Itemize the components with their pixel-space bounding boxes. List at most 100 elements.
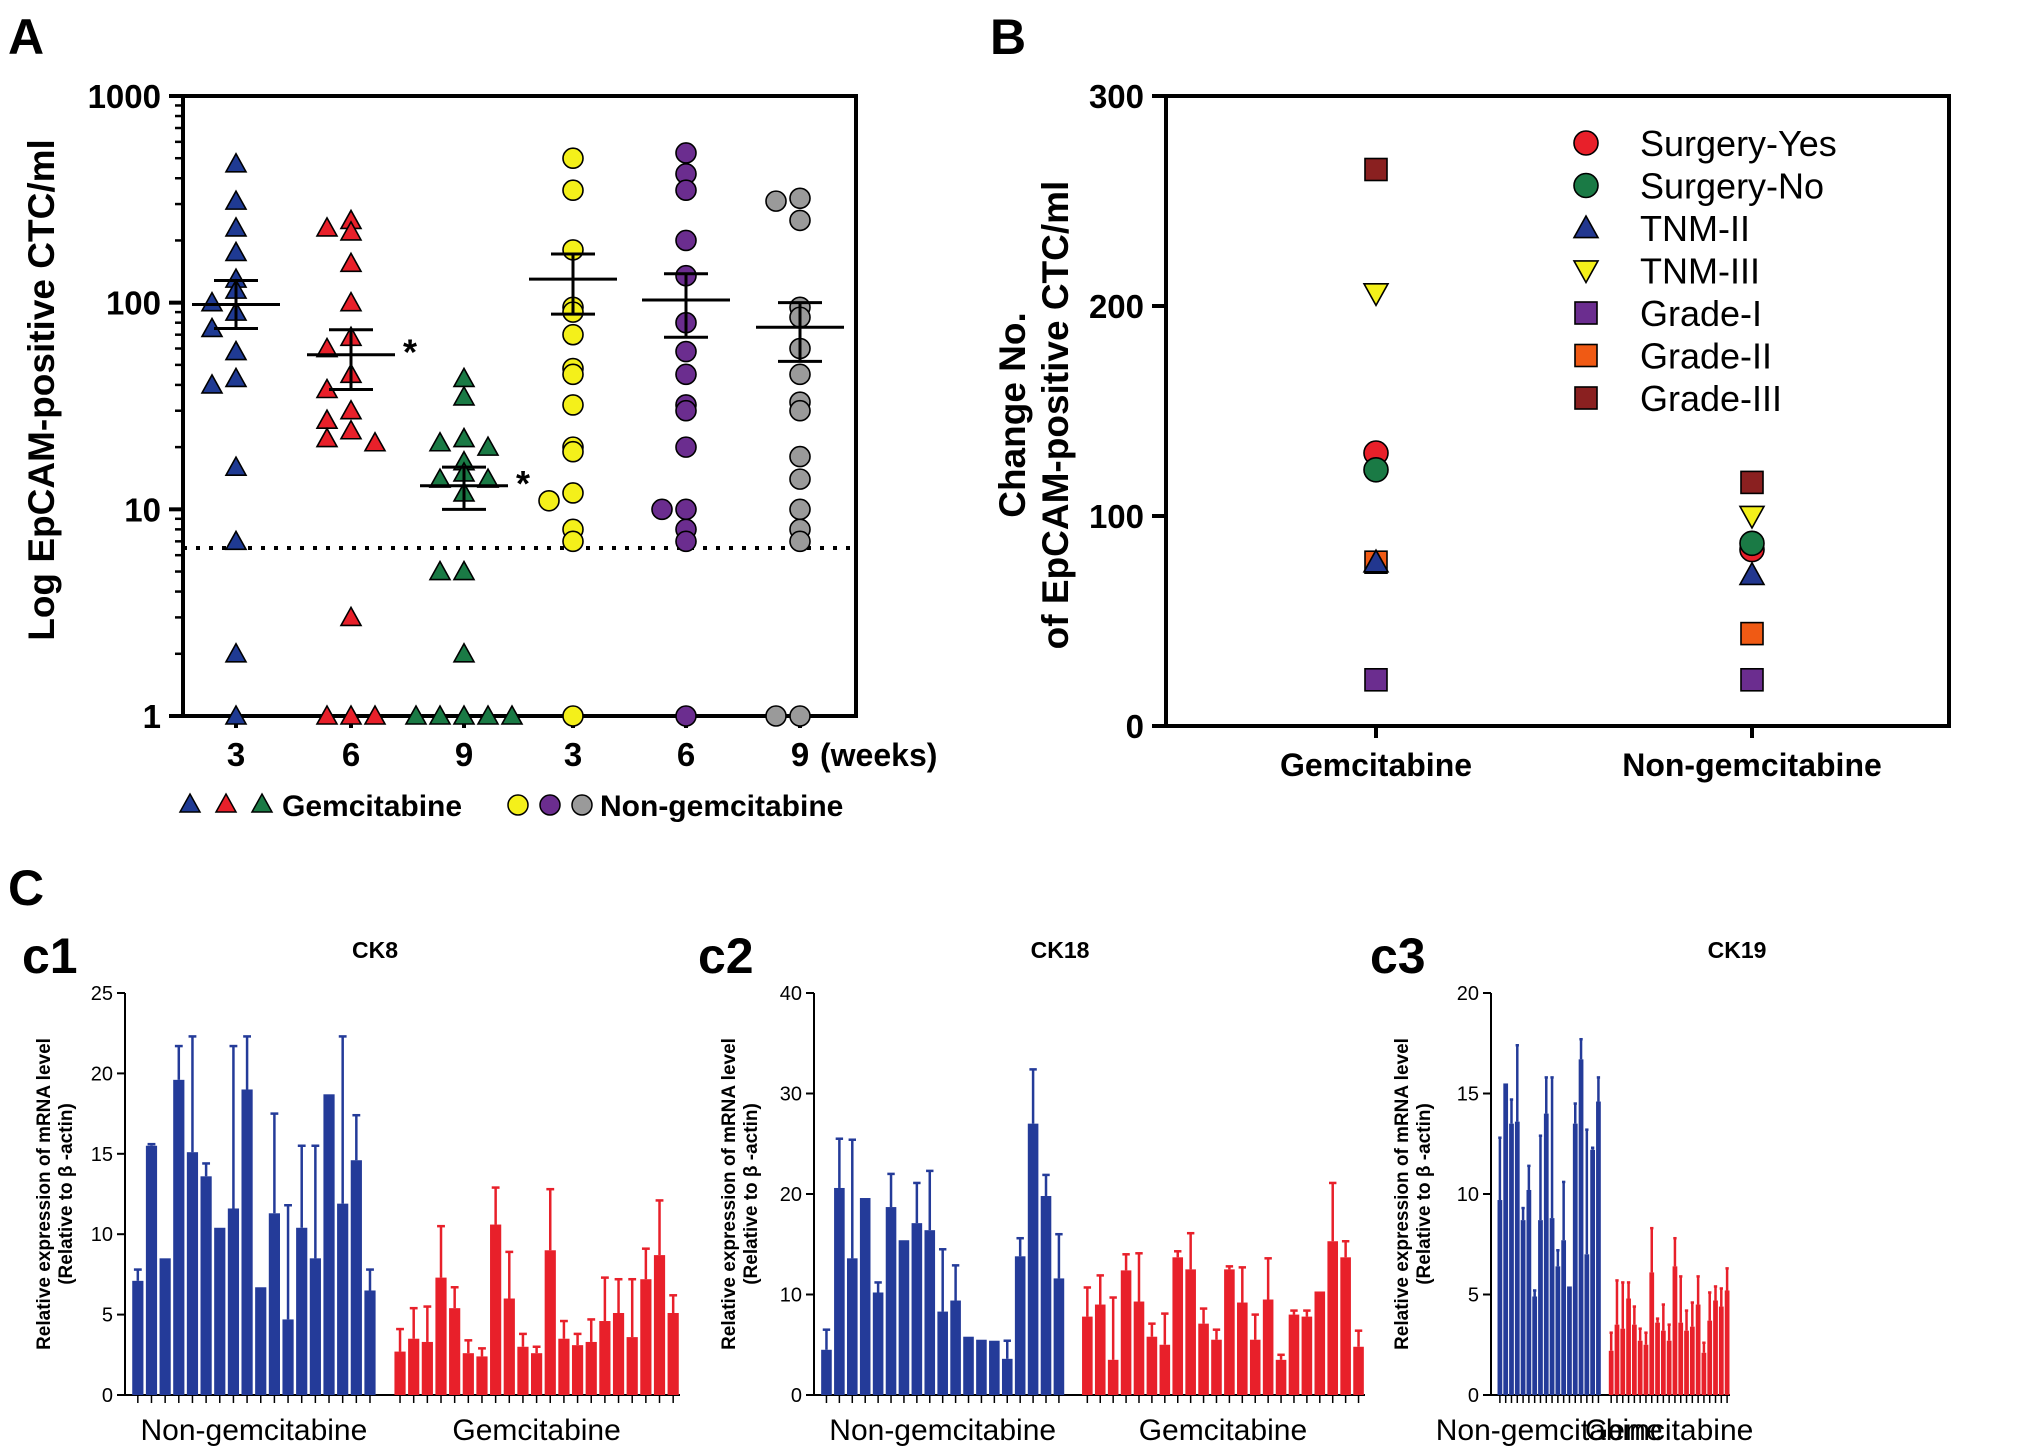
panel-a-point-red bbox=[315, 408, 339, 429]
panel-c3-bar bbox=[1561, 1240, 1567, 1395]
panel-c2-bar bbox=[821, 1349, 832, 1395]
legend-marker-surgery-no bbox=[1573, 172, 1599, 199]
panel-c3-group-label-gemcitabine: Gemcitabine bbox=[1585, 1414, 1753, 1447]
panel-c2-bar bbox=[1082, 1316, 1093, 1395]
panel-c2-bar bbox=[1288, 1314, 1300, 1395]
panel-c3-bar bbox=[1520, 1220, 1526, 1395]
panel-c2-bar bbox=[872, 1292, 884, 1395]
panel-a-point-purple bbox=[675, 436, 697, 458]
panel-a-point-green bbox=[452, 642, 476, 663]
panel-c3-bar bbox=[1543, 1113, 1549, 1395]
panel-c3-bar bbox=[1695, 1304, 1701, 1395]
panel-c1-y-tick-label: 25 bbox=[91, 983, 113, 1005]
panel-c3-y-tick-label: 5 bbox=[1468, 1285, 1479, 1307]
panel-b-legend-label: TNM-III bbox=[1640, 251, 1760, 292]
panel-a-point-yellow bbox=[562, 179, 584, 202]
panel-c3-bar bbox=[1532, 1296, 1538, 1395]
panel-c2-y-axis-label-line2: (Relative to β -actin) bbox=[741, 1103, 762, 1285]
legend-marker-gem-green bbox=[250, 792, 274, 813]
panel-a-points bbox=[200, 142, 811, 727]
panel-c3-bar bbox=[1567, 1286, 1572, 1395]
panel-c2-bar bbox=[989, 1340, 1000, 1395]
panel-c3-bar bbox=[1538, 1220, 1543, 1395]
panel-c1-bar bbox=[159, 1258, 171, 1395]
panel-c1-bar bbox=[462, 1353, 474, 1395]
panel-a-point-purple bbox=[651, 498, 673, 521]
panel-label-c3: c3 bbox=[1370, 928, 1426, 984]
panel-c3-bar bbox=[1643, 1344, 1649, 1395]
panel-c2-bar bbox=[1353, 1346, 1364, 1395]
panel-a-point-red bbox=[339, 704, 363, 725]
panel-a-point-red bbox=[339, 291, 363, 312]
panel-a-point-purple bbox=[675, 363, 697, 386]
panel-a-point-blue bbox=[224, 240, 248, 262]
panel-c3-bar bbox=[1590, 1149, 1596, 1395]
panel-c3-y-tick-label: 10 bbox=[1457, 1184, 1479, 1206]
legend-marker-non-gray bbox=[571, 794, 593, 816]
panel-c2-y-axis-label-line1: Relative expression of mRNA level bbox=[719, 1038, 740, 1350]
panel-a-point-gray bbox=[789, 209, 811, 232]
panel-c2-bar bbox=[1314, 1291, 1326, 1395]
panel-c2-y-tick-label: 40 bbox=[780, 983, 802, 1005]
panel-c1-bar bbox=[309, 1258, 321, 1395]
panel-b-point-grade-iii bbox=[1364, 157, 1388, 182]
panel-a-point-green bbox=[452, 704, 476, 725]
panel-c3-bar bbox=[1572, 1123, 1578, 1395]
panel-b-y-tick-label: 200 bbox=[1089, 288, 1144, 325]
panel-a-point-purple bbox=[675, 399, 697, 422]
panel-a-point-red bbox=[339, 419, 363, 440]
panel-a-point-purple bbox=[675, 530, 697, 553]
panel-c3-y-axis-label-line1: Relative expression of mRNA level bbox=[1392, 1038, 1413, 1350]
panel-c2: c2 CK18 Relative expression of mRNA level(… bbox=[698, 928, 1365, 1447]
panel-c2-bar bbox=[937, 1311, 948, 1395]
panel-label-b: B bbox=[990, 9, 1026, 65]
panel-b-legend-label: Grade-I bbox=[1640, 293, 1762, 334]
panel-a-point-blue bbox=[224, 529, 248, 551]
panel-c2-bar bbox=[1275, 1359, 1287, 1395]
panel-c2-bar bbox=[846, 1258, 858, 1395]
panel-a-point-gray bbox=[789, 468, 811, 490]
panel-a-y-ticks: 1 10 100 1000 bbox=[88, 78, 183, 735]
legend-marker-grade-iii bbox=[1574, 386, 1598, 410]
panel-b: B Change No. of EpCAM-positive CTC/ml 0 1… bbox=[990, 9, 1951, 783]
panel-c1-y-tick-label: 20 bbox=[91, 1063, 113, 1085]
panel-c3-y-tick-label: 15 bbox=[1457, 1084, 1479, 1106]
panel-c1-bar bbox=[132, 1280, 144, 1395]
panel-b-point-surgery-no bbox=[1363, 456, 1389, 483]
panel-b-y-tick-label: 300 bbox=[1089, 78, 1144, 115]
panel-c3-bar bbox=[1724, 1290, 1730, 1395]
panel-c1-bar bbox=[585, 1341, 597, 1395]
panel-b-x-tick-label: Gemcitabine bbox=[1280, 747, 1472, 783]
panel-c3: c3 CK19 Relative expression of mRNA level(… bbox=[1370, 928, 1766, 1447]
panel-c2-title: CK18 bbox=[1031, 937, 1090, 963]
panel-a-point-green bbox=[452, 559, 476, 581]
panel-c3-bar bbox=[1631, 1324, 1637, 1395]
panel-c3-title: CK19 bbox=[1708, 937, 1767, 963]
panel-c1-bar bbox=[449, 1308, 461, 1395]
panel-c3-bar bbox=[1678, 1322, 1684, 1395]
panel-a-x-tick-label: 6 bbox=[342, 736, 360, 773]
panel-a-point-green bbox=[428, 559, 452, 581]
panel-c3-bar bbox=[1608, 1350, 1614, 1395]
panel-c3-bar bbox=[1503, 1083, 1509, 1395]
panel-a-point-gray bbox=[765, 705, 787, 727]
panel-b-legend-label: Grade-II bbox=[1640, 336, 1772, 377]
panel-c1-bar bbox=[282, 1319, 294, 1395]
panel-c1-bar bbox=[296, 1227, 308, 1395]
panel-c1-bar bbox=[653, 1255, 666, 1395]
panel-a-point-green bbox=[452, 426, 476, 448]
panel-b-point-tnm-iii bbox=[1362, 282, 1390, 308]
panel-c1-bar bbox=[337, 1203, 349, 1395]
panel-c2-bar bbox=[1027, 1123, 1039, 1395]
panel-a-point-gray bbox=[789, 187, 811, 210]
panel-a-legend-gemcitabine: Gemcitabine bbox=[282, 790, 462, 823]
panel-c: C c1 CK8 Relative expression of mRNA level… bbox=[8, 860, 1766, 1447]
panel-c3-bar bbox=[1509, 1123, 1514, 1395]
panel-c1-bar bbox=[394, 1351, 406, 1395]
legend-marker-tnm-iii bbox=[1572, 260, 1600, 285]
panel-a-point-blue bbox=[224, 189, 248, 210]
panel-c3-bar bbox=[1701, 1352, 1707, 1395]
panel-a-point-purple bbox=[675, 498, 697, 521]
panel-c1-bar bbox=[503, 1298, 515, 1395]
panel-c1: c1 CK8 Relative expression of mRNA level (R… bbox=[22, 928, 680, 1447]
